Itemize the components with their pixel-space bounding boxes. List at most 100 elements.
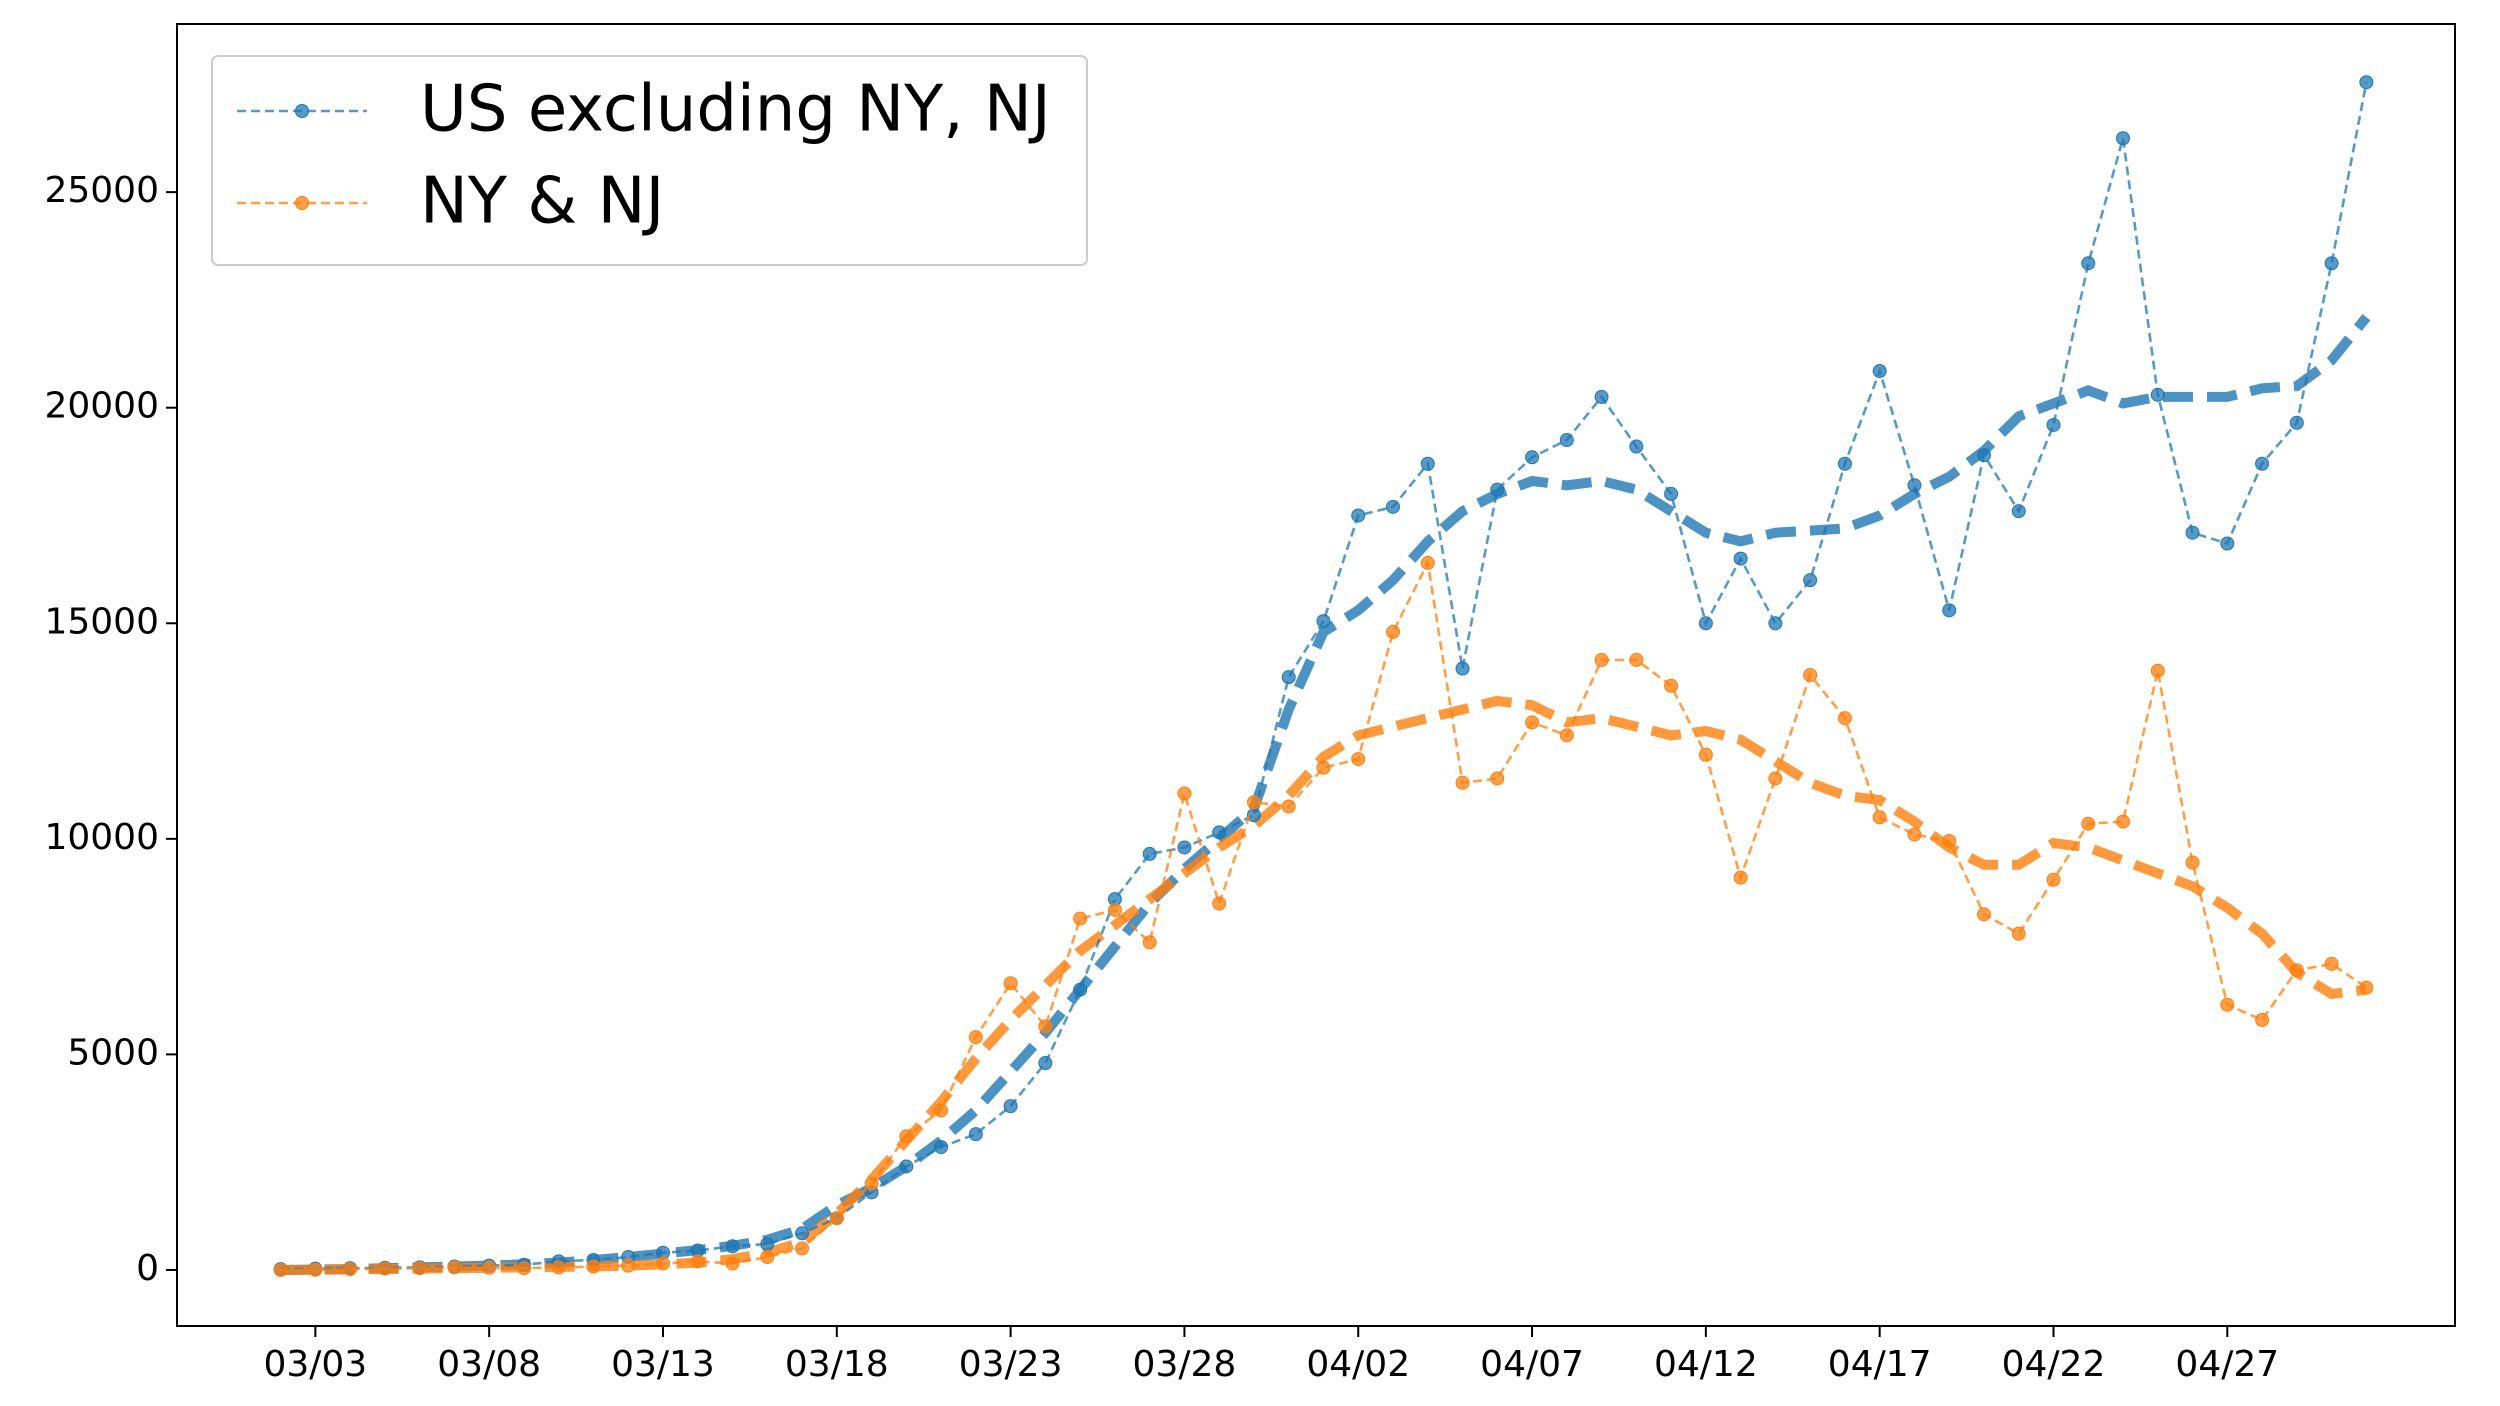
data-point bbox=[1281, 799, 1296, 814]
data-point bbox=[1559, 728, 1574, 743]
data-point bbox=[516, 1261, 531, 1276]
data-point bbox=[1525, 450, 1540, 465]
data-point bbox=[1559, 433, 1574, 448]
data-point bbox=[795, 1226, 810, 1241]
data-point bbox=[2220, 997, 2235, 1012]
y-tick-label: 25000 bbox=[44, 170, 159, 211]
data-point bbox=[1107, 902, 1122, 917]
data-point bbox=[968, 1127, 983, 1142]
data-point bbox=[2185, 855, 2200, 870]
legend-marker bbox=[295, 196, 309, 210]
data-point bbox=[2289, 963, 2304, 978]
data-point bbox=[1803, 668, 1818, 682]
legend-box bbox=[211, 55, 1088, 266]
data-point bbox=[551, 1260, 566, 1275]
data-point bbox=[1768, 771, 1783, 786]
data-point bbox=[1664, 678, 1679, 693]
data-point bbox=[2046, 417, 2061, 432]
x-tick-label: 04/12 bbox=[1654, 1344, 1758, 1385]
data-point bbox=[725, 1239, 740, 1254]
data-point bbox=[377, 1261, 392, 1276]
data-point bbox=[1837, 456, 1852, 471]
data-point bbox=[1907, 478, 1922, 493]
x-tick-label: 03/03 bbox=[263, 1344, 367, 1385]
legend-label: US excluding NY, NJ bbox=[420, 73, 1051, 147]
x-tick-label: 04/27 bbox=[2175, 1344, 2279, 1385]
data-point bbox=[725, 1256, 740, 1271]
data-point bbox=[1629, 652, 1644, 667]
data-point bbox=[2116, 131, 2131, 146]
x-tick-label: 03/18 bbox=[785, 1344, 889, 1385]
data-point bbox=[1003, 976, 1018, 991]
data-point bbox=[1038, 1056, 1053, 1071]
data-point bbox=[1803, 573, 1818, 588]
data-point bbox=[2185, 525, 2200, 540]
plot-frame bbox=[176, 23, 2456, 1327]
data-point bbox=[760, 1237, 775, 1252]
data-point bbox=[1490, 482, 1505, 497]
data-point bbox=[2324, 956, 2339, 971]
y-tick-label: 10000 bbox=[44, 817, 159, 858]
data-point bbox=[968, 1030, 983, 1045]
x-tick-label: 04/17 bbox=[1828, 1344, 1932, 1385]
data-point bbox=[1942, 603, 1957, 618]
data-point bbox=[1733, 551, 1748, 566]
data-point bbox=[934, 1140, 949, 1155]
x-tick-label: 04/07 bbox=[1480, 1344, 1584, 1385]
data-point bbox=[2255, 1012, 2270, 1027]
data-point bbox=[1177, 840, 1192, 855]
data-point bbox=[2150, 663, 2165, 678]
data-point bbox=[1385, 624, 1400, 639]
data-point bbox=[1281, 670, 1296, 685]
data-point bbox=[1872, 364, 1887, 379]
data-point bbox=[1385, 499, 1400, 514]
data-point bbox=[1316, 614, 1331, 629]
x-tick-label: 03/23 bbox=[959, 1344, 1063, 1385]
legend-marker bbox=[295, 104, 309, 118]
data-point bbox=[899, 1159, 914, 1174]
data-point bbox=[586, 1259, 601, 1274]
data-point bbox=[1003, 1099, 1018, 1114]
data-point bbox=[1073, 911, 1088, 926]
data-point bbox=[1455, 775, 1470, 790]
data-point bbox=[2324, 256, 2339, 271]
series-line bbox=[280, 558, 2368, 1272]
data-point bbox=[1942, 833, 1957, 848]
data-point bbox=[2011, 504, 2026, 519]
data-point bbox=[1976, 907, 1991, 922]
data-point bbox=[1246, 808, 1261, 823]
data-point bbox=[343, 1262, 358, 1277]
data-point bbox=[2081, 256, 2096, 271]
data-point bbox=[1976, 448, 1991, 463]
data-point bbox=[2289, 415, 2304, 430]
x-tick-label: 03/08 bbox=[437, 1344, 541, 1385]
data-point bbox=[1629, 439, 1644, 454]
data-point bbox=[1420, 456, 1435, 471]
data-point bbox=[829, 1211, 844, 1226]
legend-label: NY & NJ bbox=[420, 165, 664, 239]
data-point bbox=[1594, 652, 1609, 667]
x-tick-label: 04/02 bbox=[1306, 1344, 1410, 1385]
data-point bbox=[2150, 387, 2165, 402]
data-point bbox=[273, 1262, 288, 1277]
trend-line bbox=[280, 695, 2368, 1275]
data-point bbox=[934, 1103, 949, 1118]
data-point bbox=[1142, 935, 1157, 950]
data-point bbox=[2011, 926, 2026, 941]
x-tick-label: 03/28 bbox=[1133, 1344, 1237, 1385]
x-tick-label: 03/13 bbox=[611, 1344, 715, 1385]
data-point bbox=[795, 1241, 810, 1256]
data-point bbox=[1142, 846, 1157, 861]
data-point bbox=[2255, 456, 2270, 471]
data-point bbox=[1594, 389, 1609, 404]
data-point bbox=[655, 1256, 670, 1271]
data-point bbox=[1246, 795, 1261, 810]
data-point bbox=[864, 1176, 879, 1191]
data-point bbox=[1733, 870, 1748, 885]
y-tick-label: 5000 bbox=[67, 1032, 159, 1073]
data-point bbox=[1525, 715, 1540, 730]
data-point bbox=[2116, 814, 2131, 829]
data-point bbox=[1664, 486, 1679, 501]
data-point bbox=[899, 1129, 914, 1144]
